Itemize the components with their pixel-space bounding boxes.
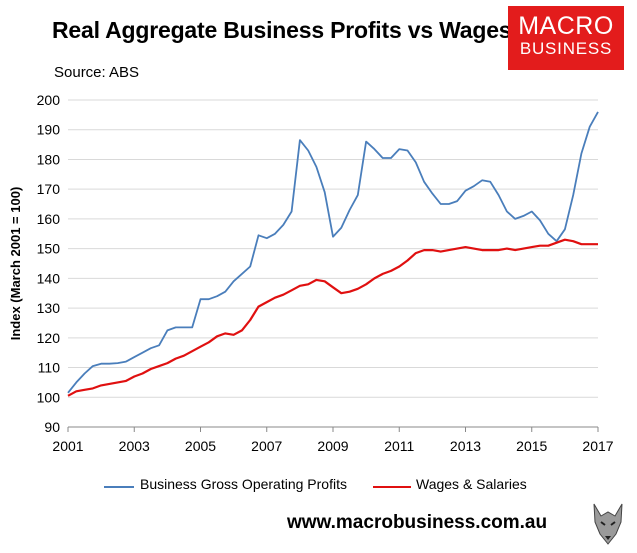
x-tick-label: 2011 [384,438,414,454]
legend-label-wages: Wages & Salaries [416,476,527,492]
logo-text-bottom: BUSINESS [519,39,613,58]
y-tick-label: 130 [37,300,61,316]
x-tick-label: 2015 [516,438,547,454]
line-chart: 90 100 110 120 130 140 150 160 170 180 190 200 2001… [8,92,614,454]
y-tick-label: 190 [37,122,61,138]
x-tick-label: 2009 [317,438,348,454]
legend-swatch-profits [104,486,134,488]
chart-title: Real Aggregate Business Profits vs Wages [52,17,512,43]
logo-text-top: MACRO [518,12,614,40]
y-tick-label: 160 [37,211,61,227]
x-tick-label: 2013 [450,438,481,454]
x-tick-label: 2001 [52,438,83,454]
macrobusiness-logo[interactable]: MACRO BUSINESS [508,6,624,70]
y-tick-label: 90 [44,419,60,435]
x-tick-label: 2003 [119,438,150,454]
series-lines [67,111,599,397]
legend-swatch-wages [373,486,411,488]
y-tick-label: 170 [37,181,61,197]
x-tick-label: 2007 [251,438,282,454]
y-tick-labels: 90 100 110 120 130 140 150 160 170 180 190 200 [37,92,61,435]
y-tick-label: 100 [37,389,61,405]
y-tick-label: 180 [37,151,61,167]
y-tick-label: 120 [37,330,61,346]
y-tick-label: 110 [38,360,61,376]
y-tick-label: 140 [37,270,61,286]
legend-label-profits: Business Gross Operating Profits [140,476,347,492]
x-tick-label: 2017 [582,438,613,454]
y-tick-label: 150 [37,241,61,257]
x-tick-labels: 2001 2003 2005 2007 2009 2011 2013 2015 2017 [52,427,614,454]
website-url[interactable]: www.macrobusiness.com.au [287,512,548,533]
x-tick-label: 2005 [185,438,216,454]
wolf-icon [588,498,628,548]
chart-source: Source: ABS [54,64,140,81]
y-tick-label: 200 [37,92,61,108]
series-line-wages [67,238,598,397]
y-axis-label: Index (March 2001 = 100) [8,187,23,341]
series-line-profits [67,111,599,394]
